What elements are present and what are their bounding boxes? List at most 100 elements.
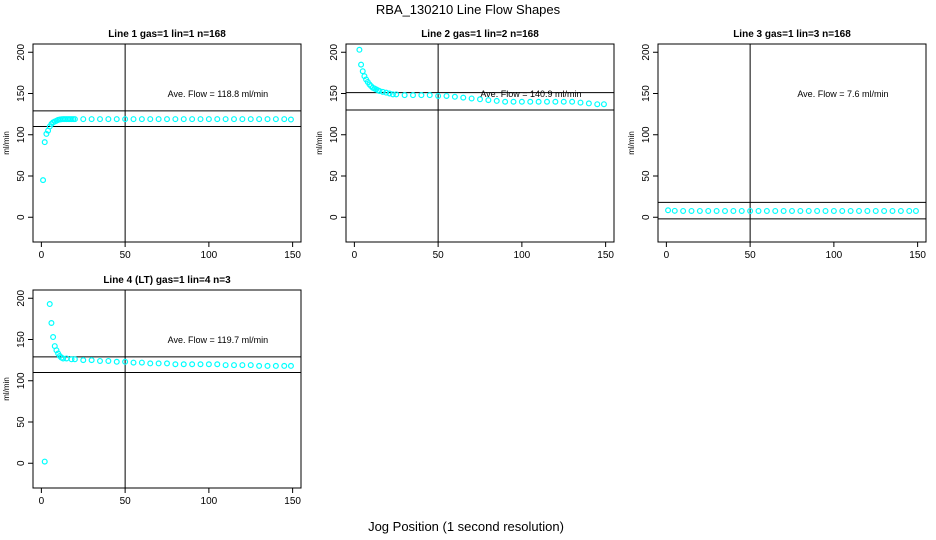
y-tick-label: 150 — [329, 85, 340, 102]
data-point — [264, 362, 271, 369]
data-point — [485, 97, 492, 104]
data-point — [585, 100, 592, 107]
data-point — [80, 116, 87, 123]
data-point — [147, 116, 154, 123]
data-point — [518, 98, 525, 105]
data-point — [239, 116, 246, 123]
data-point — [389, 91, 396, 98]
data-point — [864, 207, 871, 214]
x-tick-label: 100 — [201, 496, 218, 507]
average-flow-annotation: Ave. Flow = 118.8 ml/min — [168, 89, 268, 99]
data-point — [468, 95, 475, 102]
data-point — [763, 207, 770, 214]
data-point — [272, 362, 279, 369]
data-point — [426, 92, 433, 99]
data-point — [569, 98, 576, 105]
data-point — [755, 207, 762, 214]
plot-frame — [345, 43, 615, 243]
data-point — [418, 92, 425, 99]
x-tick-label: 100 — [826, 250, 843, 261]
data-point — [383, 89, 390, 96]
data-point — [855, 207, 862, 214]
data-point — [535, 98, 542, 105]
data-point — [222, 362, 229, 369]
data-point — [906, 207, 913, 214]
data-point — [730, 207, 737, 214]
x-tick-label: 0 — [39, 250, 45, 261]
panel-title: Line 3 gas=1 lin=3 n=168 — [733, 29, 851, 40]
data-point — [138, 359, 145, 366]
data-point — [214, 116, 221, 123]
data-point — [222, 116, 229, 123]
data-point — [713, 207, 720, 214]
data-point — [797, 207, 804, 214]
data-point — [197, 361, 204, 368]
data-point — [88, 357, 95, 364]
data-point — [281, 116, 288, 123]
data-point — [239, 362, 246, 369]
data-point — [577, 99, 584, 106]
data-point — [105, 116, 112, 123]
figure-xlabel: Jog Position (1 second resolution) — [368, 519, 564, 534]
data-point — [205, 116, 212, 123]
y-tick-label: 200 — [329, 43, 340, 60]
data-point — [830, 207, 837, 214]
x-tick-label: 150 — [284, 250, 301, 261]
data-point — [600, 101, 607, 108]
data-point — [788, 207, 795, 214]
data-point — [443, 92, 450, 99]
data-point — [130, 359, 137, 366]
y-axis-label: ml/min — [627, 131, 636, 155]
data-point — [881, 207, 888, 214]
data-point — [671, 207, 678, 214]
data-point — [435, 92, 442, 99]
data-point — [130, 116, 137, 123]
data-point — [527, 98, 534, 105]
x-tick-label: 150 — [597, 250, 614, 261]
x-tick-label: 100 — [514, 250, 531, 261]
y-axis-label: ml/min — [2, 377, 11, 401]
y-tick-label: 150 — [641, 85, 652, 102]
data-point — [272, 116, 279, 123]
y-tick-label: 50 — [16, 170, 27, 182]
data-point — [897, 207, 904, 214]
data-point — [366, 81, 373, 88]
chart-panels: Line 1 gas=1 lin=1 n=168 0 50 100 150 0 50 100 1… — [2, 29, 927, 507]
data-point — [105, 357, 112, 364]
data-point — [172, 116, 179, 123]
data-point — [665, 207, 672, 214]
plot-frame — [32, 43, 302, 243]
data-point — [839, 207, 846, 214]
chart-panel-3: Line 3 gas=1 lin=3 n=168 0 50 100 150 0 50 100 1… — [627, 29, 927, 261]
y-tick-label: 0 — [641, 214, 652, 220]
data-point — [680, 207, 687, 214]
data-point — [189, 116, 196, 123]
data-point — [780, 207, 787, 214]
data-point — [96, 116, 103, 123]
data-point — [155, 116, 162, 123]
data-point — [172, 361, 179, 368]
chart-panel-4: Line 4 (LT) gas=1 lin=4 n=3 0 50 100 150 0 50 1… — [2, 275, 302, 507]
figure-title: RBA_130210 Line Flow Shapes — [376, 2, 561, 17]
data-point — [214, 361, 221, 368]
y-tick-label: 200 — [16, 43, 27, 60]
data-point — [287, 116, 294, 123]
data-point — [231, 362, 238, 369]
y-tick-label: 50 — [329, 170, 340, 182]
data-point — [477, 96, 484, 103]
data-point — [256, 116, 263, 123]
data-point — [696, 207, 703, 214]
data-point — [738, 207, 745, 214]
data-point — [379, 88, 386, 95]
data-point — [138, 116, 145, 123]
x-tick-label: 50 — [745, 250, 757, 261]
data-point — [772, 207, 779, 214]
y-tick-label: 0 — [16, 214, 27, 220]
data-point — [197, 116, 204, 123]
data-point — [189, 361, 196, 368]
data-point — [543, 98, 550, 105]
data-point — [122, 116, 129, 123]
y-tick-label: 100 — [641, 126, 652, 143]
data-point — [48, 320, 55, 327]
